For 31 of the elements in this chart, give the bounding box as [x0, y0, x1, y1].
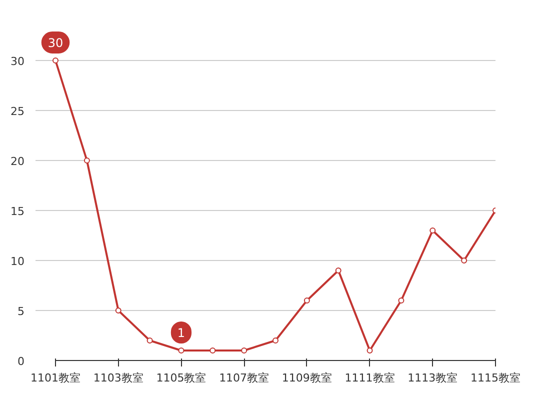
y-tick-label: 10: [10, 255, 25, 268]
point: [398, 298, 404, 304]
point: [366, 348, 373, 354]
point: [84, 158, 90, 164]
x-tick-label: 1107教室: [219, 372, 270, 384]
point: [272, 338, 278, 344]
point: [461, 258, 468, 264]
point: [335, 268, 342, 274]
x-tick-label: 1111教室: [344, 372, 395, 384]
point: [146, 338, 153, 344]
y-tick-label: 30: [10, 55, 25, 68]
y-tick-label: 15: [10, 205, 25, 218]
y-tick-label: 25: [10, 105, 25, 118]
x-tick-label: 1105教室: [156, 372, 206, 384]
point: [304, 298, 310, 304]
point: [430, 228, 436, 234]
y-tick-label: 0: [18, 355, 24, 368]
point: [178, 348, 184, 354]
point: [52, 58, 58, 64]
y-tick-label: 5: [18, 305, 24, 318]
x-tick-label: 1115教室: [470, 372, 521, 384]
y-tick-label: 20: [10, 155, 25, 168]
point: [115, 308, 122, 314]
point: [241, 348, 248, 354]
point: [210, 348, 216, 354]
x-tick-label: 1113教室: [408, 372, 458, 384]
x-tick-label: 1101教室: [30, 372, 81, 384]
x-tick-label: 1103教室: [93, 372, 144, 384]
annotation: 1: [177, 326, 186, 340]
x-tick-label: 1109教室: [282, 372, 332, 384]
annotation: 30: [48, 36, 64, 50]
